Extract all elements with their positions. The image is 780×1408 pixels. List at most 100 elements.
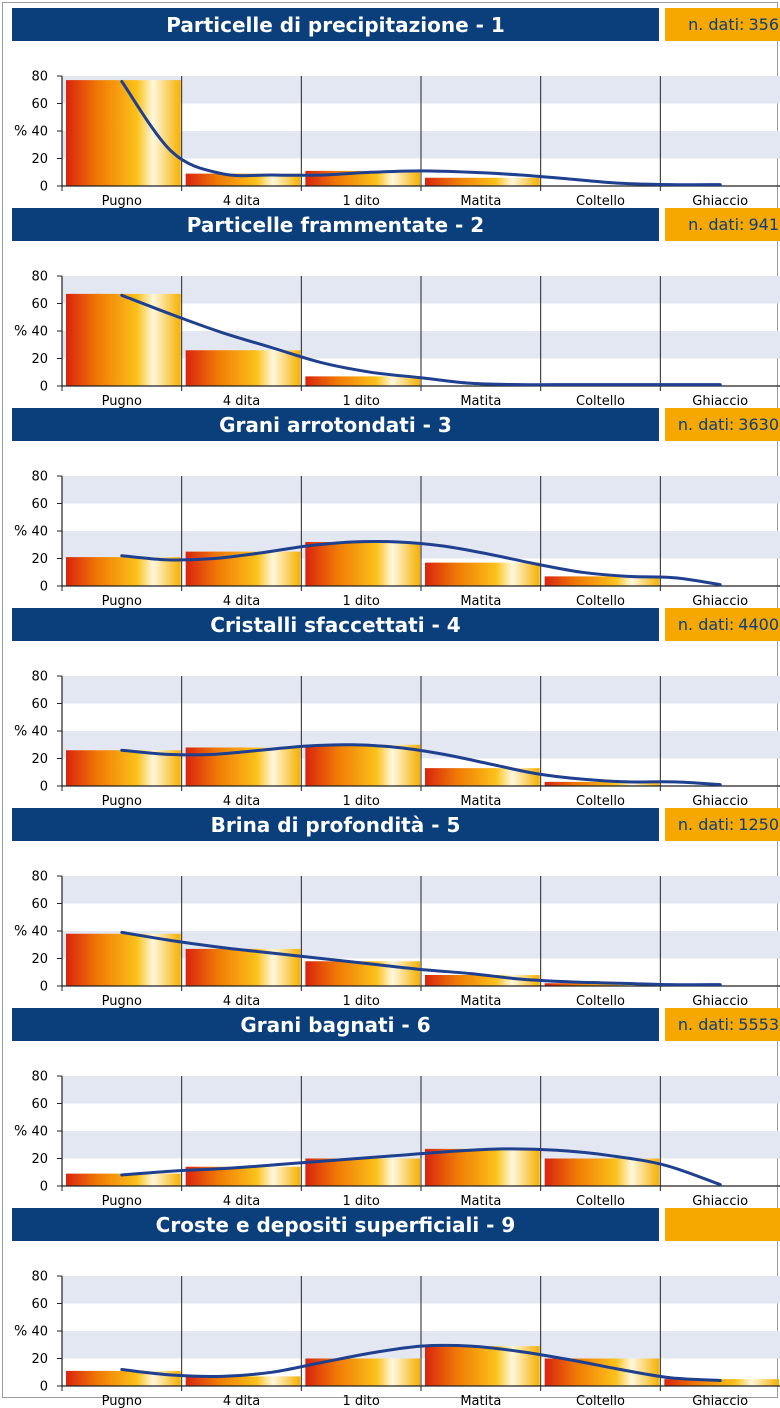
bar-chart: 0 20 40 60 80% Pugno 4 dita 1 dito Matita Coltell…	[14, 670, 780, 809]
bar-1-dito	[305, 376, 420, 386]
x-tick-label: 1 dito	[343, 594, 380, 609]
x-tick-label: Ghiaccio	[692, 194, 748, 209]
y-tick-label: 40	[31, 925, 48, 940]
trend-curve	[120, 1147, 722, 1187]
chart-panel: Particelle frammentate - 2 n. dati: 941 0 20…	[0, 208, 780, 409]
data-count-badge: n. dati: 1250	[665, 808, 780, 841]
x-tick-label: 1 dito	[343, 994, 380, 1009]
y-axis-label: %	[14, 124, 27, 140]
bar-coltello	[544, 983, 660, 986]
x-tick-label: 4 dita	[223, 794, 260, 809]
bar-matita	[425, 562, 540, 586]
data-count-label: n. dati:	[677, 615, 735, 634]
data-count-value: 5553	[738, 1015, 779, 1034]
y-tick-label: 20	[31, 1152, 48, 1167]
y-tick-label: 80	[31, 1070, 48, 1085]
x-tick-label: Ghiaccio	[692, 1194, 748, 1209]
x-tick-label: Pugno	[102, 794, 142, 809]
data-count-badge: n. dati: 3630	[665, 408, 780, 441]
x-tick-label: Pugno	[102, 1194, 142, 1209]
y-tick-label: 80	[31, 1270, 48, 1285]
bar-1-dito	[305, 1158, 420, 1186]
y-tick-label: 0	[40, 380, 48, 395]
x-tick-label: 4 dita	[223, 594, 260, 609]
x-tick-label: 1 dito	[343, 1394, 380, 1408]
x-tick-label: Coltello	[576, 794, 625, 809]
bar-pugno	[66, 750, 181, 786]
bar-pugno	[66, 557, 181, 586]
chart-title: Particelle frammentate - 2	[12, 208, 659, 241]
data-count-label: n. dati:	[677, 1015, 735, 1034]
x-tick-label: Matita	[460, 394, 501, 409]
y-tick-label: 60	[31, 97, 48, 112]
y-tick-label: 0	[40, 180, 48, 195]
data-count-value: 941	[748, 215, 779, 234]
x-tick-label: 1 dito	[343, 394, 380, 409]
bar-4-dita	[185, 173, 301, 186]
bar-ghiaccio	[664, 1379, 779, 1386]
y-tick-label: 20	[31, 352, 48, 367]
bar-1-dito	[305, 542, 420, 586]
y-tick-label: 40	[31, 725, 48, 740]
x-tick-label: Pugno	[102, 1394, 142, 1408]
bar-coltello	[544, 781, 660, 786]
bar-4-dita	[185, 1166, 301, 1186]
bar-pugno	[66, 1173, 181, 1186]
y-tick-label: 0	[40, 980, 48, 995]
x-tick-label: 4 dita	[223, 194, 260, 209]
bar-1-dito	[305, 961, 420, 986]
y-tick-label: 20	[31, 952, 48, 967]
data-count-label: n. dati:	[688, 215, 745, 234]
bar-chart: 0 20 40 60 80% Pugno 4 dita 1 dito Matita Coltell…	[14, 870, 780, 1009]
y-tick-label: 40	[31, 1125, 48, 1140]
y-axis-label: %	[14, 324, 27, 340]
data-count-label: n. dati:	[677, 415, 735, 434]
x-tick-label: Ghiaccio	[692, 394, 748, 409]
bar-chart: 0 20 40 60 80% Pugno 4 dita 1 dito Matita Coltell…	[14, 70, 780, 209]
y-tick-label: 60	[31, 497, 48, 512]
bar-coltello	[544, 576, 660, 586]
data-count-badge: n. dati: 356	[665, 8, 780, 41]
y-tick-label: 60	[31, 297, 48, 312]
x-tick-label: Ghiaccio	[692, 994, 748, 1009]
y-tick-label: 80	[31, 670, 48, 685]
bar-1-dito	[305, 744, 420, 786]
x-tick-label: 4 dita	[223, 1194, 260, 1209]
x-tick-label: Pugno	[102, 394, 142, 409]
chart-title: Cristalli sfaccettati - 4	[12, 608, 659, 641]
x-tick-label: Coltello	[576, 994, 625, 1009]
x-tick-label: Matita	[460, 994, 501, 1009]
x-tick-label: 4 dita	[223, 394, 260, 409]
bar-pugno	[66, 293, 181, 386]
x-tick-label: 4 dita	[223, 1394, 260, 1408]
y-tick-label: 80	[31, 270, 48, 285]
bar-matita	[425, 975, 540, 986]
trend-curve	[120, 1343, 722, 1382]
data-count-value: 4400	[738, 615, 779, 634]
trend-curve	[120, 743, 722, 787]
y-tick-label: 60	[31, 897, 48, 912]
x-tick-label: 1 dito	[343, 794, 380, 809]
x-tick-label: Coltello	[576, 194, 625, 209]
y-tick-label: 20	[31, 752, 48, 767]
x-tick-label: 1 dito	[343, 1194, 380, 1209]
bar-4-dita	[185, 350, 301, 386]
y-tick-label: 40	[31, 125, 48, 140]
chart-title: Grani bagnati - 6	[12, 1008, 659, 1041]
data-count-label: n. dati:	[688, 15, 745, 34]
x-tick-label: Matita	[460, 594, 501, 609]
chart-panel: Grani arrotondati - 3 n. dati: 3630 0 20 40 60…	[0, 408, 780, 609]
y-tick-label: 20	[31, 152, 48, 167]
data-count-value: 1250	[738, 815, 779, 834]
x-tick-label: Matita	[460, 1194, 501, 1209]
y-tick-label: 40	[31, 325, 48, 340]
trend-curve	[120, 80, 722, 187]
data-count-badge	[665, 1208, 780, 1241]
y-tick-label: 0	[40, 1380, 48, 1395]
y-tick-label: 80	[31, 870, 48, 885]
chart-title: Croste e depositi superficiali - 9	[12, 1208, 659, 1241]
bar-matita	[425, 177, 540, 186]
data-count-badge: n. dati: 5553	[665, 1008, 780, 1041]
bar-4-dita	[185, 1376, 301, 1386]
x-tick-label: Coltello	[576, 1394, 625, 1408]
